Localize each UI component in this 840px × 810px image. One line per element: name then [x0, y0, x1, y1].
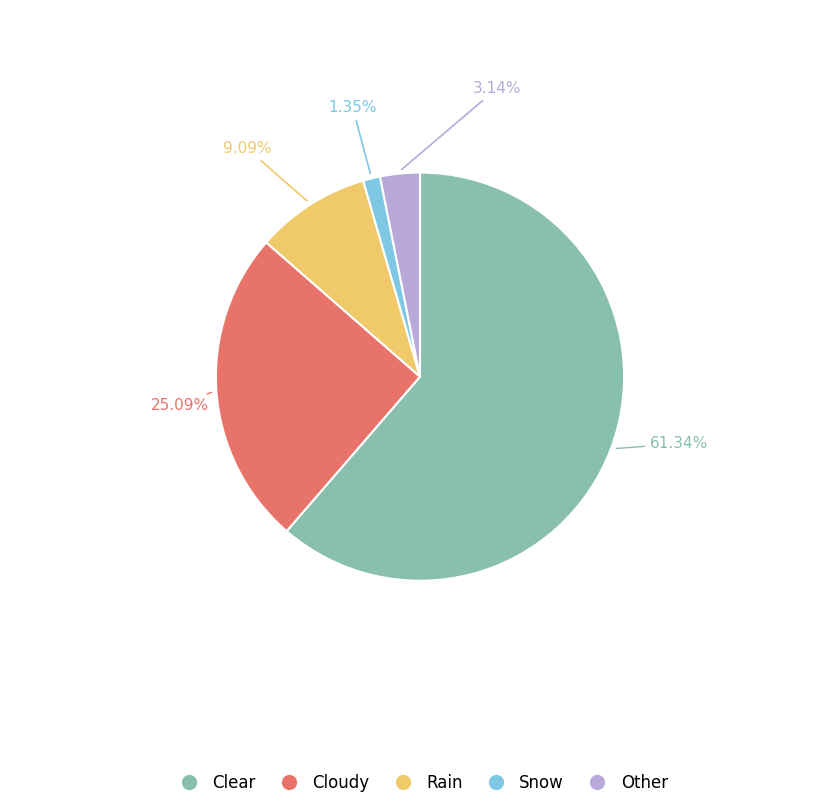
Text: 1.35%: 1.35% — [328, 100, 377, 173]
Wedge shape — [286, 173, 624, 581]
Wedge shape — [216, 242, 420, 531]
Wedge shape — [363, 177, 420, 377]
Wedge shape — [380, 173, 420, 377]
Text: 3.14%: 3.14% — [402, 81, 521, 169]
Legend: Clear, Cloudy, Rain, Snow, Other: Clear, Cloudy, Rain, Snow, Other — [165, 767, 675, 799]
Wedge shape — [266, 181, 420, 377]
Text: 25.09%: 25.09% — [151, 392, 212, 413]
Text: 61.34%: 61.34% — [617, 437, 708, 451]
Text: 9.09%: 9.09% — [223, 141, 307, 201]
